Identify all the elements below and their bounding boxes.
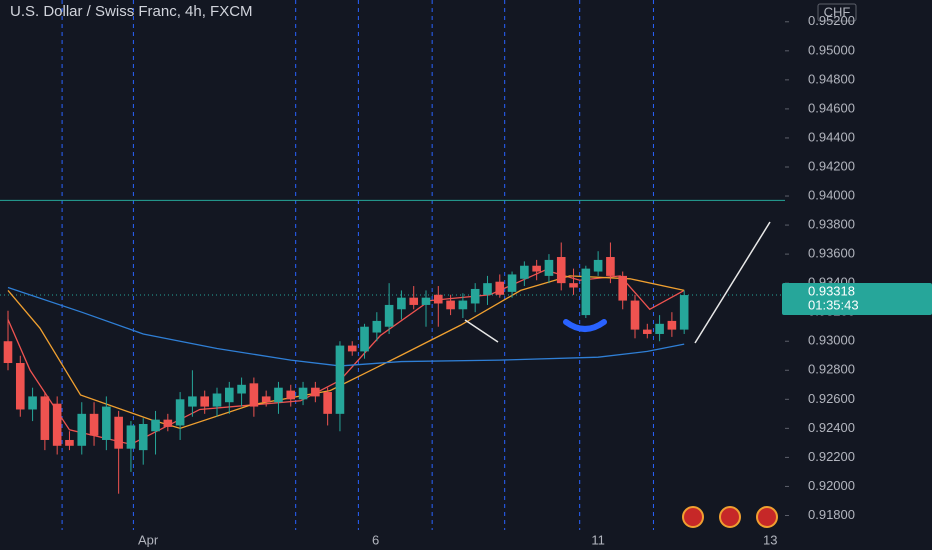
candle-body xyxy=(52,403,62,446)
candle-body xyxy=(397,297,406,310)
y-tick-label: 0.94200 xyxy=(808,158,855,173)
y-tick-label: 0.92600 xyxy=(808,391,855,406)
candle-body xyxy=(102,406,111,440)
candle-body xyxy=(569,283,578,288)
marker-drawing xyxy=(563,319,607,332)
candle-body xyxy=(446,300,455,310)
y-tick-label: 0.91800 xyxy=(808,507,855,522)
candle-body xyxy=(556,257,566,284)
candle-body xyxy=(237,384,246,394)
candle-body xyxy=(261,396,271,403)
candle-body xyxy=(286,390,296,400)
candle-body xyxy=(360,326,369,352)
candle-body xyxy=(274,387,283,403)
candle-body xyxy=(200,396,210,407)
candle-body xyxy=(311,387,320,397)
x-tick-label: Apr xyxy=(138,532,159,547)
y-tick-label: 0.92000 xyxy=(808,478,855,493)
candle-body xyxy=(212,393,222,407)
candle-body xyxy=(323,392,332,414)
candle-body xyxy=(163,419,173,427)
y-tick-label: 0.92200 xyxy=(808,449,855,464)
candle-body xyxy=(40,396,50,440)
plot-area xyxy=(0,0,785,530)
candle-body xyxy=(470,288,480,304)
candle-body xyxy=(532,265,541,272)
candle-body xyxy=(249,383,259,407)
candle-body xyxy=(65,439,74,446)
y-tick-label: 0.92400 xyxy=(808,420,855,435)
candle-body xyxy=(77,413,87,446)
candle-body xyxy=(3,341,13,364)
time-axis xyxy=(0,530,785,550)
candle-body xyxy=(642,329,652,334)
axes: 0.95200 0.95000 0.94800 0.94600 0.94400 0.942… xyxy=(138,13,932,547)
candle-body xyxy=(372,320,382,333)
candle-body xyxy=(224,387,234,403)
candle-body xyxy=(581,268,591,316)
moving-average xyxy=(7,275,685,430)
currency-box xyxy=(817,3,857,22)
icon xyxy=(756,506,778,528)
candle-body xyxy=(495,281,505,295)
candle-body xyxy=(606,257,615,276)
chart-title: U.S. Dollar / Swiss Franc, 4h, FXCM xyxy=(10,3,253,20)
y-tick-label: 0.95200 xyxy=(808,13,855,28)
y-tick-label: 0.94000 xyxy=(808,187,855,202)
candle-body xyxy=(458,300,468,310)
candle-body xyxy=(655,323,664,334)
candle-body xyxy=(175,399,185,426)
candle-body xyxy=(126,425,136,449)
candle-body xyxy=(384,304,394,327)
candle-body xyxy=(433,294,443,304)
y-tick-label: 0.93800 xyxy=(808,217,855,232)
candle-body xyxy=(409,297,419,305)
candle-body xyxy=(335,345,345,414)
candle-body xyxy=(593,259,603,272)
y-tick-label: 0.95000 xyxy=(808,42,855,57)
candle-body xyxy=(618,275,628,301)
candle-body xyxy=(114,416,123,449)
trend-line xyxy=(694,221,771,344)
candle-body xyxy=(151,419,160,432)
candle-body xyxy=(188,396,197,407)
last-price-badge xyxy=(782,283,932,316)
candle-body xyxy=(507,274,517,292)
x-tick-label: 6 xyxy=(372,532,379,547)
candle-body xyxy=(28,396,37,410)
last-price-label: 0.93318 xyxy=(808,283,855,298)
icon xyxy=(719,506,741,528)
candle-body xyxy=(483,283,492,295)
icon xyxy=(682,506,704,528)
y-tick-label: 0.94400 xyxy=(808,129,855,144)
y-tick-label: 0.94600 xyxy=(808,100,855,115)
candle-body xyxy=(138,424,148,451)
session-icons xyxy=(682,506,778,528)
countdown-label: 01:35:43 xyxy=(808,297,859,312)
candle-body xyxy=(421,297,431,305)
candle-body xyxy=(520,265,529,279)
candle-body xyxy=(630,300,640,330)
y-tick-label: 0.92800 xyxy=(808,362,855,377)
y-tick-label: 0.93600 xyxy=(808,246,855,261)
candle-body xyxy=(544,259,554,276)
y-tick-label: 0.93000 xyxy=(808,333,855,348)
currency-label: CHF xyxy=(824,4,851,19)
candle-body xyxy=(298,387,308,400)
candle-body xyxy=(15,363,25,410)
trend-line xyxy=(464,319,499,343)
x-tick-label: 11 xyxy=(591,532,605,547)
x-tick-label: 13 xyxy=(763,532,777,547)
price-axis xyxy=(785,0,932,550)
candle-body xyxy=(347,345,357,352)
candle-body xyxy=(89,413,99,436)
candle-body xyxy=(679,295,689,330)
y-tick-label: 0.94800 xyxy=(808,71,855,86)
candle-body xyxy=(667,320,677,330)
